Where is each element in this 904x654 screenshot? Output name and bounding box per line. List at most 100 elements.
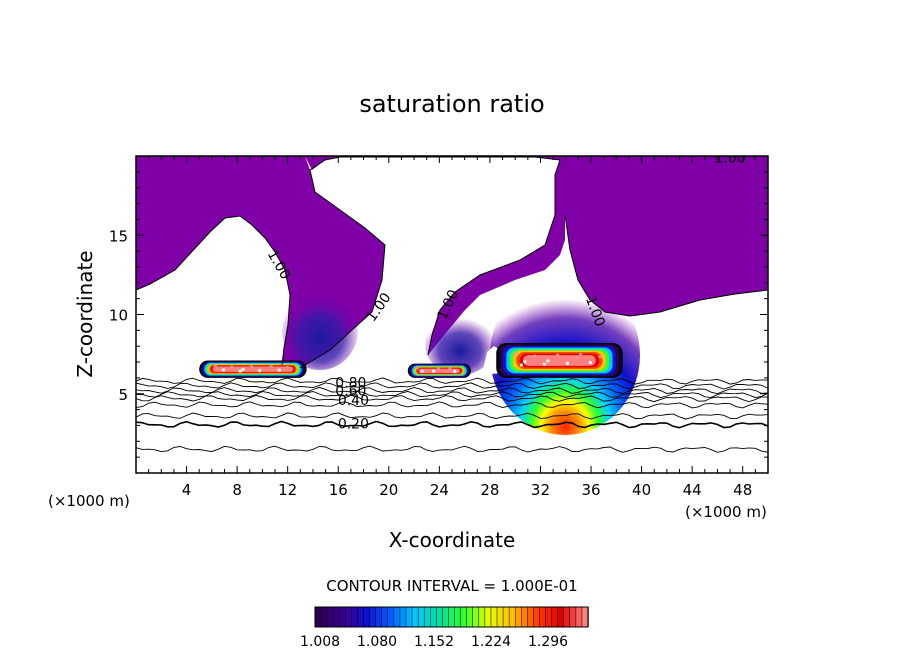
cloud-2-speckle-4 [556, 353, 560, 357]
cloud-2-speckle-5 [588, 360, 593, 365]
cloud-2-speckle-10 [575, 356, 579, 360]
x-tick-label-8: 36 [581, 481, 600, 499]
colorbar-swatch-42 [569, 606, 577, 628]
colorbar-swatch-9 [369, 606, 377, 628]
cloud-0-speckle-5 [277, 368, 281, 372]
x-unit-right: (×1000 m) [685, 503, 767, 521]
x-tick-label-11: 48 [733, 481, 752, 499]
contour-line-3 [564, 214, 768, 317]
colorbar-swatch-18 [423, 606, 432, 628]
chart-title: saturation ratio [359, 90, 544, 118]
plot-area: 1.001.001.00 1.00 1.000.800.600.400.20 [136, 150, 768, 453]
colorbar-swatch-5 [345, 606, 353, 628]
x-unit-left: (×1000 m) [48, 492, 130, 510]
colorbar-swatch-23 [454, 606, 462, 628]
colorbar-swatch-32 [508, 606, 516, 628]
y-tick-label-1: 10 [109, 307, 128, 325]
x-axis: 4 8 12 16 20 24 28 32 36 40 44 48 [148, 156, 756, 499]
colorbar-swatch-13 [393, 606, 401, 628]
colorbar-swatch-7 [357, 606, 365, 628]
colorbar-swatch-11 [381, 606, 389, 628]
contour-level-0.7 [136, 386, 768, 395]
x-tick-label-1: 8 [232, 481, 242, 499]
colorbar-label-3: 1.224 [471, 634, 511, 650]
cloud-2-speckle-9 [542, 362, 546, 366]
cloud-layers [199, 343, 623, 378]
colorbar-swatch-41 [563, 606, 571, 628]
colorbar-swatch-2 [326, 606, 334, 628]
colorbar-swatch-30 [496, 606, 504, 628]
y-axis: 5 10 15 [109, 171, 768, 458]
cloud-0-speckle-6 [230, 365, 234, 369]
contour-level-0.5 [136, 394, 768, 403]
contour-label-7: 0.40 [338, 393, 369, 409]
cloud-2-speckle-2 [579, 352, 583, 356]
y-tick-label-0: 5 [118, 386, 128, 404]
cloud-2-speckle-6 [533, 354, 537, 358]
x-tick-label-5: 24 [430, 481, 449, 499]
cloud-0-speckle-4 [249, 364, 254, 369]
colorbar-swatch-20 [436, 606, 444, 628]
x-tick-label-9: 40 [632, 481, 651, 499]
colorbar-swatch-39 [551, 606, 559, 628]
x-tick-label-4: 20 [379, 481, 398, 499]
cloud-2-speckle-11 [519, 363, 523, 367]
colorbar-swatch-28 [484, 606, 492, 628]
x-axis-label: X-coordinate [389, 528, 516, 552]
colorbar-label-0: 1.008 [300, 634, 340, 650]
colorbar-label-1: 1.080 [357, 634, 397, 650]
cloud-0-speckle-2 [269, 364, 273, 368]
colorbar-swatch-15 [405, 606, 413, 628]
contour-interval: CONTOUR INTERVAL = 1.000E-01 [326, 577, 577, 595]
colorbar-swatch-3 [332, 606, 341, 628]
colorbar-swatch-8 [363, 606, 371, 628]
cloud-0-speckle-1 [241, 367, 245, 371]
contour-label-0: 1.00 [714, 150, 745, 166]
colorbar-swatch-1 [320, 606, 328, 628]
contour-level-0.8 [136, 382, 768, 390]
cloud-1-speckle-0 [415, 366, 419, 370]
colorbar-swatch-38 [545, 606, 553, 628]
colorbar-swatch-16 [411, 606, 419, 628]
updraft-hole-2 [425, 315, 495, 375]
colorbar-swatch-10 [375, 606, 383, 628]
colorbar-swatch-17 [417, 606, 425, 628]
contour-label-6: 0.60 [335, 383, 366, 399]
contour-level-0.6 [136, 390, 768, 399]
contour-level-0.1 [136, 445, 768, 453]
cloud-1-speckle-2 [448, 366, 452, 370]
colorbar-swatch-21 [442, 606, 450, 628]
colorbar-swatch-29 [490, 606, 498, 628]
x-tick-label-10: 44 [683, 481, 702, 499]
x-tick-label-3: 16 [329, 481, 348, 499]
y-axis-label: Z-coordinate [73, 250, 97, 377]
colorbar-swatch-33 [514, 606, 523, 628]
cloud-0-speckle-8 [285, 365, 290, 369]
colorbar-swatch-43 [575, 606, 583, 628]
colorbar-swatch-37 [539, 606, 547, 628]
colorbar-swatch-27 [478, 606, 486, 628]
contour-level-0.9 [136, 377, 768, 385]
cloud-1-speckle-4 [436, 366, 441, 371]
colorbar-label-2: 1.152 [414, 634, 454, 650]
contour-level-0.2 [136, 420, 768, 429]
cloud-0-speckle-9 [238, 369, 242, 373]
colorbar-swatch-19 [430, 606, 438, 628]
cloud-1-speckle-3 [420, 369, 424, 373]
colorbar [314, 606, 589, 628]
colorbar-labels: 1.008 1.080 1.152 1.224 1.296 [300, 634, 568, 650]
cloud-2-speckle-3 [523, 360, 527, 364]
colorbar-swatch-4 [339, 606, 347, 628]
colorbar-swatch-40 [557, 606, 565, 628]
contour-label-8: 0.20 [338, 417, 369, 433]
colorbar-swatch-14 [399, 606, 407, 628]
cloud-2-speckle-0 [513, 351, 517, 356]
colorbar-swatch-25 [466, 606, 474, 628]
colorbar-swatch-24 [460, 606, 468, 628]
colorbar-swatch-34 [521, 606, 529, 628]
x-tick-label-6: 28 [480, 481, 499, 499]
colorbar-label-4: 1.296 [528, 634, 568, 650]
updraft-hole-1 [282, 290, 358, 370]
x-tick-label-0: 4 [182, 481, 192, 499]
colorbar-swatch-31 [502, 606, 510, 628]
